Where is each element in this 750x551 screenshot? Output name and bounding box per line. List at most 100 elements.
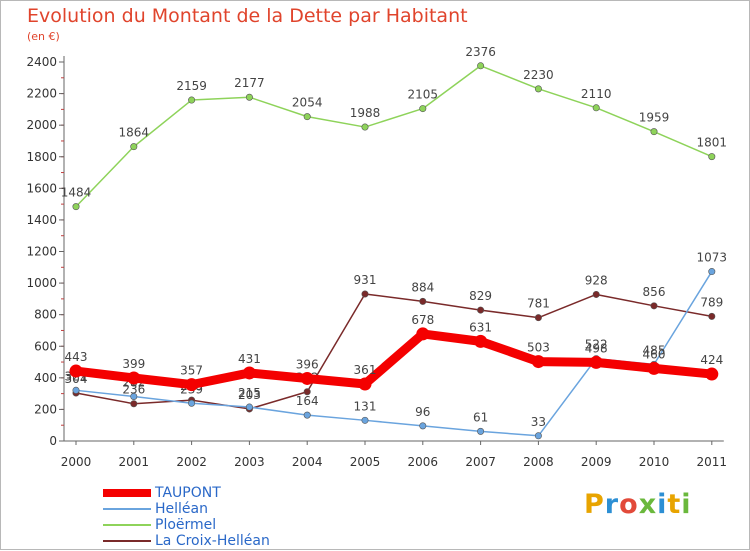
series-line [75,65,713,208]
legend-label: La Croix-Helléan [155,533,270,549]
x-tick-label: 2011 [697,455,728,469]
y-tick-label: 2200 [26,87,57,101]
data-point [531,355,545,369]
data-point [592,104,600,112]
data-point [130,400,138,408]
y-tick-label: 2400 [26,55,57,69]
data-label: 164 [296,394,319,408]
data-point [477,306,485,314]
data-label: 1073 [697,251,728,265]
chart-subtitle: (en €) [27,30,60,43]
data-label: 361 [354,363,377,377]
data-point [361,123,369,131]
data-point [69,364,83,378]
data-label: 424 [700,353,723,367]
x-tick-label: 2006 [408,455,439,469]
data-point [708,312,716,320]
x-tick-label: 2004 [292,455,323,469]
data-point [127,371,141,385]
data-label: 33 [531,415,546,429]
data-label: 61 [473,410,488,424]
y-tick-label: 600 [34,339,57,353]
data-point [419,422,427,430]
data-label: 460 [643,347,666,361]
data-point [419,297,427,305]
y-tick-label: 800 [34,308,57,322]
data-label: 789 [700,295,723,309]
data-point [534,314,542,322]
x-tick-label: 2010 [639,455,670,469]
legend-swatch-la-croix-helleean [103,540,151,542]
legend-label: Ploërmel [155,517,217,533]
data-label: 2110 [581,87,612,101]
data-point [358,377,372,391]
series-line [75,293,713,410]
y-tick-label: 1200 [26,245,57,259]
data-point [188,399,196,407]
x-tick-label: 2007 [465,455,496,469]
data-point [477,62,485,70]
data-point [534,432,542,440]
data-label: 856 [643,285,666,299]
data-point [477,427,485,435]
y-tick-label: 1600 [26,181,57,195]
x-tick-label: 2009 [581,455,612,469]
data-label: 522 [585,338,608,352]
data-point [303,411,311,419]
legend-swatch-taupont [103,489,151,497]
data-label: 631 [469,320,492,334]
data-label: 131 [354,399,377,413]
data-label: 1988 [350,106,381,120]
data-point [188,96,196,104]
data-point [416,327,430,341]
data-label: 1959 [639,111,670,125]
data-label: 1864 [119,126,150,140]
data-label: 215 [238,386,261,400]
data-label: 2105 [408,88,439,102]
data-label: 96 [415,405,430,419]
data-point [361,416,369,424]
data-point [650,128,658,136]
data-point [130,392,138,400]
data-point [650,302,658,310]
x-tick-label: 2003 [234,455,265,469]
data-label: 431 [238,352,261,366]
data-point [300,371,314,385]
data-label: 2159 [176,79,207,93]
data-label: 931 [354,273,377,287]
data-point [72,203,80,211]
data-point [130,143,138,151]
proxiti-logo: Proxiti [584,489,692,520]
y-tick-label: 0 [49,434,57,448]
legend-swatch-hellean [103,508,151,510]
data-point [705,367,719,381]
data-label: 678 [411,313,434,327]
y-tick-label: 1800 [26,150,57,164]
x-tick-label: 2005 [350,455,381,469]
data-point [589,355,603,369]
x-tick-label: 2008 [523,455,554,469]
data-label: 928 [585,273,608,287]
legend-label: TAUPONT [155,485,221,501]
data-label: 443 [65,350,88,364]
x-tick-label: 2002 [176,455,207,469]
data-point [419,105,427,113]
data-label: 498 [585,341,608,355]
data-label: 357 [180,364,203,378]
y-tick-label: 2000 [26,118,57,132]
data-point [245,93,253,101]
data-label: 2054 [292,96,323,110]
data-point [245,403,253,411]
data-label: 2230 [523,68,554,82]
data-label: 485 [643,343,666,357]
chart-title: Evolution du Montant de la Dette par Hab… [27,5,468,27]
data-point [242,366,256,380]
data-label: 884 [411,280,434,294]
data-point [72,386,80,394]
y-tick-label: 1000 [26,276,57,290]
data-point [474,334,488,348]
data-label: 1484 [61,186,92,200]
data-label: 1801 [697,136,728,150]
data-point [303,388,311,396]
